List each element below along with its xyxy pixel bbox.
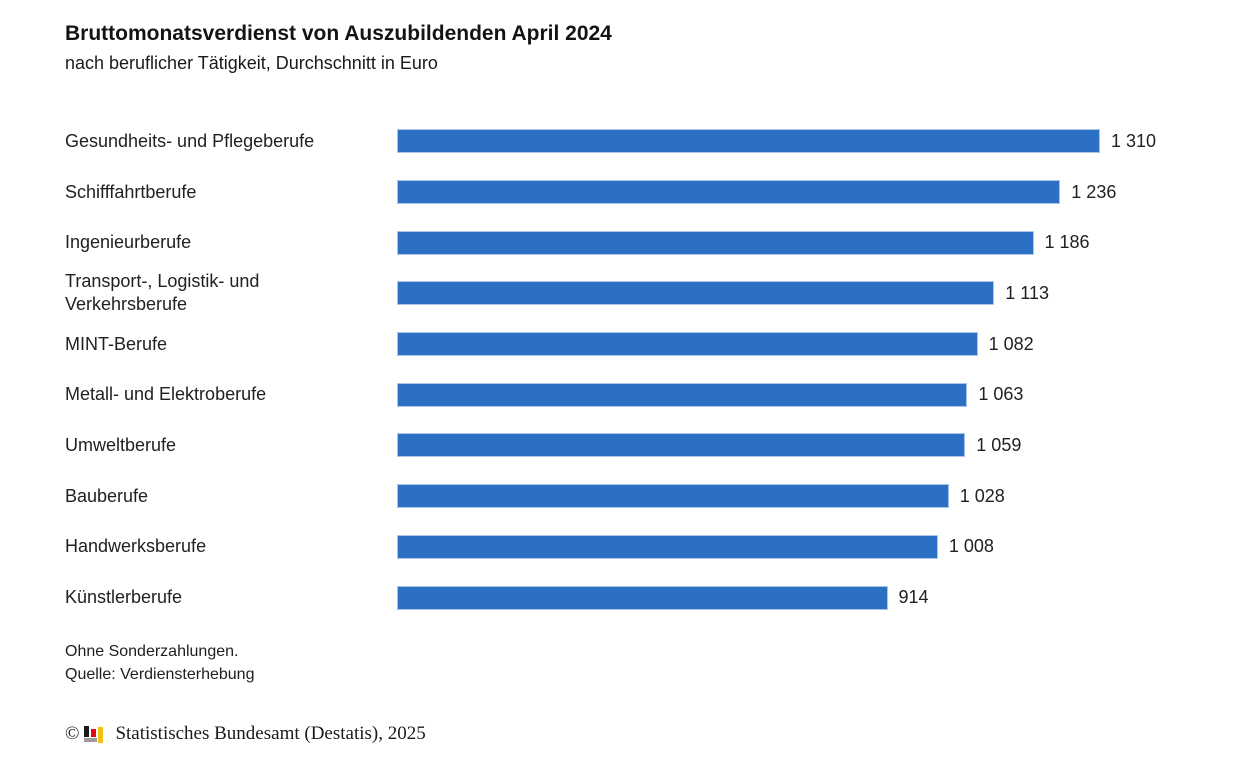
bar-row: Schifffahrtberufe 1 236 — [65, 167, 1255, 218]
category-label: Künstlerberufe — [65, 587, 183, 608]
bar-track: 1 236 — [397, 180, 1255, 205]
category-label: Umweltberufe — [65, 434, 177, 455]
value-bar — [397, 382, 968, 407]
category-label: Transport-, Logistik- und Verkehrsberufe — [65, 271, 260, 315]
copyright-symbol: © — [65, 722, 80, 744]
copyright-line: © Statistisches Bundesamt (Destatis), 20… — [65, 723, 1255, 745]
bar-track: 1 113 — [397, 281, 1255, 306]
bar-row: Bauberufe 1 028 — [65, 471, 1255, 522]
footnotes: Ohne Sonderzahlungen. Quelle: Verdienste… — [65, 640, 1255, 686]
bar-row: Künstlerberufe 914 — [65, 572, 1255, 623]
value-label: 1 008 — [948, 536, 994, 557]
bar-track: 1 310 — [397, 129, 1255, 154]
value-label: 1 082 — [988, 333, 1034, 354]
logo-bar-black — [84, 726, 90, 738]
bar-row: Ingenieurberufe 1 186 — [65, 217, 1255, 268]
footnote-line-2: Quelle: Verdiensterhebung — [65, 665, 255, 683]
value-label: 1 310 — [1111, 130, 1157, 151]
value-bar — [397, 230, 1034, 255]
bar-row: MINT-Berufe 1 082 — [65, 319, 1255, 370]
value-bar — [397, 433, 966, 458]
bar-track: 1 063 — [397, 382, 1255, 407]
category-label: MINT-Berufe — [65, 333, 168, 354]
bar-row: Gesundheits- und Pflegeberufe 1 310 — [65, 116, 1255, 167]
bar-track: 1 028 — [397, 484, 1255, 509]
bar-track: 1 082 — [397, 332, 1255, 357]
bar-row: Transport-, Logistik- und Verkehrsberufe… — [65, 268, 1255, 319]
category-label: Ingenieurberufe — [65, 232, 192, 253]
category-label: Bauberufe — [65, 485, 149, 506]
value-label: 914 — [898, 587, 929, 608]
bar-track: 914 — [397, 585, 1255, 610]
chart-header: Bruttomonatsverdienst von Auszubildenden… — [65, 21, 1255, 75]
copyright-text: Statistisches Bundesamt (Destatis), 2025 — [115, 722, 426, 744]
value-bar — [397, 281, 995, 306]
destatis-logo-icon — [84, 723, 108, 744]
value-label: 1 186 — [1044, 232, 1090, 253]
bar-row: Umweltberufe 1 059 — [65, 420, 1255, 471]
value-bar — [397, 585, 888, 610]
footnote-line-1: Ohne Sonderzahlungen. — [65, 642, 239, 660]
value-bar — [397, 129, 1100, 154]
bar-row: Handwerksberufe 1 008 — [65, 522, 1255, 573]
bar-track: 1 186 — [397, 230, 1255, 255]
value-label: 1 028 — [959, 485, 1005, 506]
category-label: Gesundheits- und Pflegeberufe — [65, 130, 315, 151]
chart-content: Bruttomonatsverdienst von Auszubildenden… — [65, 21, 1255, 745]
logo-bar-gold — [98, 727, 104, 744]
value-label: 1 059 — [976, 434, 1022, 455]
category-label: Handwerksberufe — [65, 536, 207, 557]
bar-row: Metall- und Elektroberufe 1 063 — [65, 369, 1255, 420]
logo-bar-red — [91, 729, 97, 738]
category-label: Schifffahrtberufe — [65, 181, 197, 202]
value-bar — [397, 332, 978, 357]
category-label: Metall- und Elektroberufe — [65, 384, 267, 405]
logo-base-gray — [84, 738, 98, 743]
value-label: 1 063 — [978, 384, 1024, 405]
value-bar — [397, 534, 938, 559]
bar-track: 1 059 — [397, 433, 1255, 458]
chart-title: Bruttomonatsverdienst von Auszubildenden… — [65, 22, 612, 45]
value-bar — [397, 180, 1061, 205]
value-bar — [397, 484, 949, 509]
horizontal-bar-chart: Gesundheits- und Pflegeberufe 1 310 Schi… — [65, 116, 1255, 623]
chart-subtitle: nach beruflicher Tätigkeit, Durchschnitt… — [65, 53, 438, 73]
value-label: 1 113 — [1005, 282, 1050, 303]
value-label: 1 236 — [1071, 181, 1117, 202]
bar-track: 1 008 — [397, 534, 1255, 559]
